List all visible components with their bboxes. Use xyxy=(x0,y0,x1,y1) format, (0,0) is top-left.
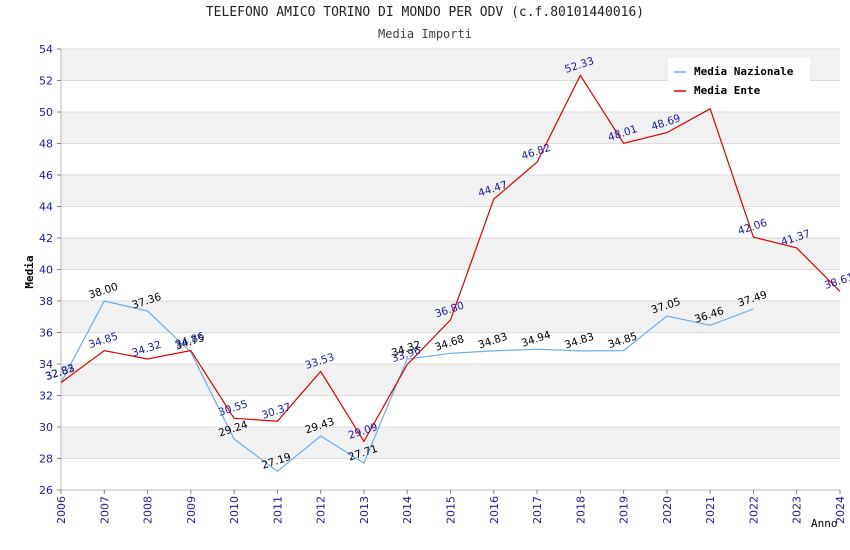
x-tick-label: 2020 xyxy=(661,496,674,524)
y-tick-label: 44 xyxy=(39,201,53,214)
legend-box xyxy=(668,58,810,102)
x-tick-label: 2016 xyxy=(488,496,501,524)
y-tick-label: 38 xyxy=(39,295,53,308)
x-tick-label: 2009 xyxy=(185,496,198,524)
series-line-ente xyxy=(60,74,841,443)
data-label-nazionale: 34.83 xyxy=(477,331,509,352)
x-tick-label: 2018 xyxy=(574,496,587,524)
y-tick-label: 28 xyxy=(39,453,53,466)
y-tick-label: 46 xyxy=(39,169,53,182)
grid-band xyxy=(61,364,840,396)
chart-subtitle: Media Importi xyxy=(378,27,472,41)
data-label-nazionale: 34.83 xyxy=(563,331,595,352)
x-tick-label: 2019 xyxy=(618,496,631,524)
x-tick-label: 2024 xyxy=(834,496,847,524)
x-axis-ticks: 2006 2007 2008 2009 2010 2011 2012 2013 2014 2015… xyxy=(55,490,847,524)
y-tick-label: 26 xyxy=(39,484,53,497)
data-label-ente: 34.32 xyxy=(130,339,162,360)
series-line-nazionale xyxy=(60,300,754,473)
x-tick-label: 2012 xyxy=(315,496,328,524)
x-tick-label: 2007 xyxy=(98,496,111,524)
y-axis-ticks: 26 28 30 32 34 36 38 40 42 44 46 48 50 52 54 xyxy=(39,43,61,497)
chart-title: TELEFONO AMICO TORINO DI MONDO PER ODV (… xyxy=(205,5,645,20)
y-tick-label: 34 xyxy=(39,358,53,371)
x-tick-label: 2023 xyxy=(791,496,804,524)
legend-entry-nazionale: Media Nazionale xyxy=(694,65,794,78)
y-axis-label: Media xyxy=(23,255,36,288)
grid-band xyxy=(61,175,840,207)
legend-entry-ente: Media Ente xyxy=(694,84,761,97)
grid-band xyxy=(61,238,840,270)
data-label-ente: 34.85 xyxy=(87,330,119,351)
y-tick-label: 32 xyxy=(39,390,53,403)
x-tick-label: 2013 xyxy=(358,496,371,524)
series-lines xyxy=(60,74,841,473)
grid-band xyxy=(61,427,840,459)
grid-band xyxy=(61,301,840,333)
x-tick-label: 2017 xyxy=(531,496,544,524)
x-tick-label: 2011 xyxy=(271,496,284,524)
grid-band xyxy=(61,112,840,144)
y-tick-label: 50 xyxy=(39,106,53,119)
x-tick-label: 2008 xyxy=(142,496,155,524)
data-label-ente: 30.55 xyxy=(217,398,249,419)
y-tick-label: 52 xyxy=(39,75,53,88)
y-tick-label: 40 xyxy=(39,264,53,277)
y-tick-label: 48 xyxy=(39,138,53,151)
legend: Media Nazionale Media Ente xyxy=(668,58,810,102)
y-tick-label: 54 xyxy=(39,43,53,56)
x-tick-label: 2010 xyxy=(228,496,241,524)
x-axis-label: Anno xyxy=(811,517,838,530)
x-tick-label: 2006 xyxy=(55,496,68,524)
x-tick-label: 2021 xyxy=(704,496,717,524)
x-tick-label: 2022 xyxy=(747,496,760,524)
data-label-nazionale: 38.00 xyxy=(87,281,119,302)
data-label-nazionale: 34.68 xyxy=(433,333,465,354)
data-label-nazionale: 34.85 xyxy=(607,330,639,351)
data-label-ente: 46.82 xyxy=(520,142,552,163)
y-tick-label: 42 xyxy=(39,232,53,245)
y-tick-label: 30 xyxy=(39,421,53,434)
data-label-ente: 38.61 xyxy=(823,271,850,292)
grid-bands xyxy=(61,49,840,459)
y-tick-label: 36 xyxy=(39,327,53,340)
data-label-ente: 30.37 xyxy=(260,401,292,422)
x-tick-label: 2015 xyxy=(445,496,458,524)
x-tick-label: 2014 xyxy=(401,496,414,524)
